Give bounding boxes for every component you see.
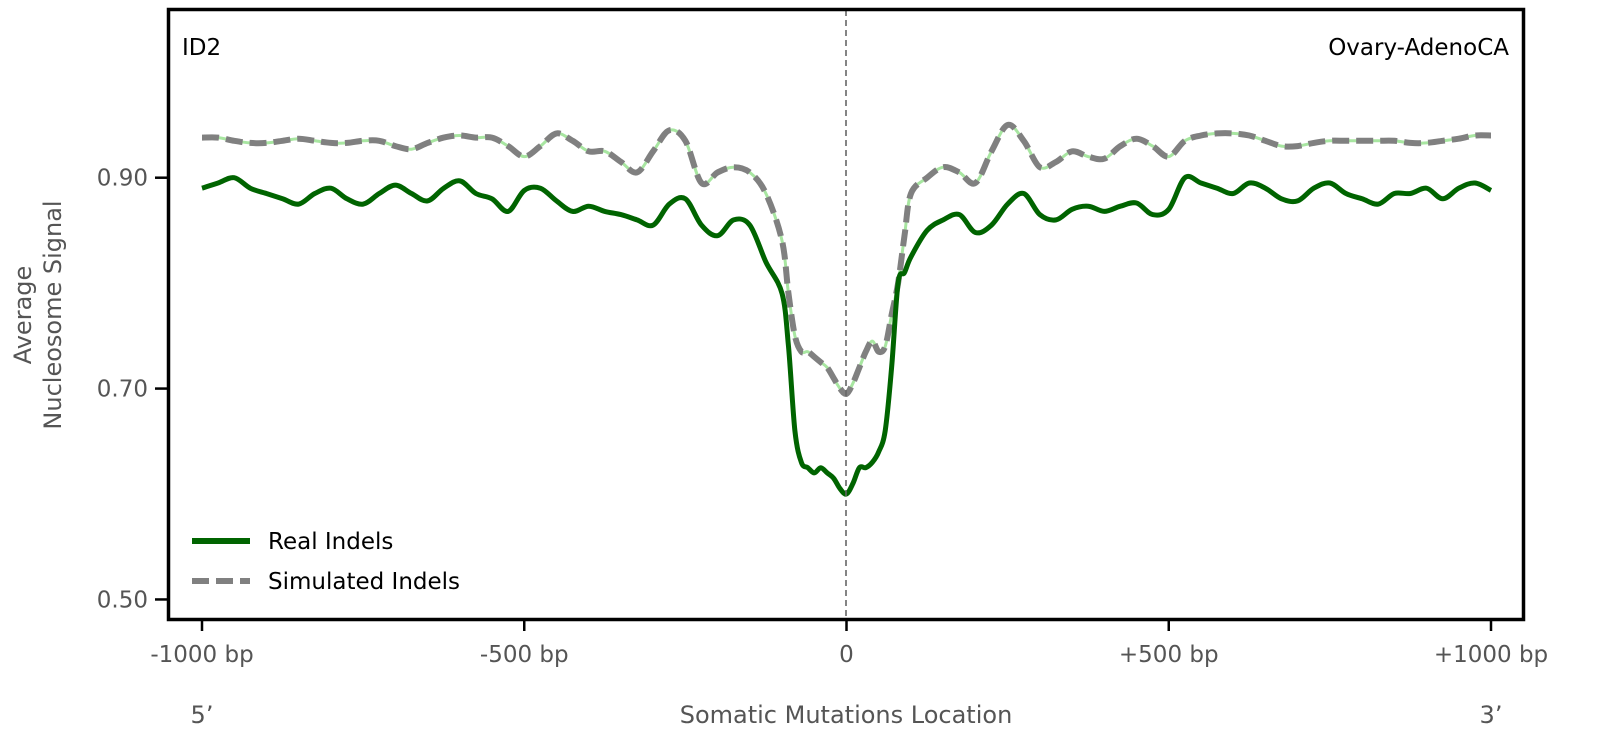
legend-label-simulated-indels: Simulated Indels: [268, 569, 460, 595]
three-prime-label: 3’: [1480, 701, 1503, 729]
plot-frame: [166, 7, 1526, 622]
x-axis-title: Somatic Mutations Location: [680, 701, 1013, 729]
x-axis: -1000 bp -500 bp 0 +500 bp +1000 bp: [150, 620, 1548, 668]
cancer-type-label: Ovary-AdenoCA: [1328, 35, 1509, 61]
y-tick-label: 0.70: [97, 377, 148, 403]
y-tick-label: 0.50: [97, 587, 148, 613]
five-prime-label: 5’: [191, 701, 214, 729]
panel-label: ID2: [182, 35, 221, 61]
x-tick-label: +1000 bp: [1434, 642, 1548, 668]
y-axis: 0.50 0.70 0.90: [97, 166, 168, 613]
x-tick-label: -1000 bp: [150, 642, 253, 668]
x-tick-label: -500 bp: [480, 642, 569, 668]
y-axis-title-line1: Average: [9, 266, 37, 365]
x-tick-label: 0: [839, 642, 854, 668]
legend-label-real-indels: Real Indels: [268, 529, 393, 555]
legend: Real Indels Simulated Indels: [192, 529, 460, 595]
x-tick-label: +500 bp: [1119, 642, 1219, 668]
y-tick-label: 0.90: [97, 166, 148, 192]
y-axis-title-line2: Nucleosome Signal: [39, 200, 67, 429]
